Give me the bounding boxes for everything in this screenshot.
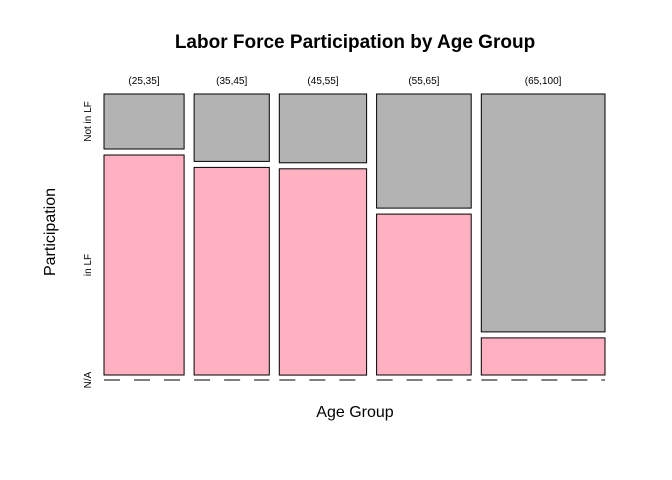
tile-not-in-lf-1 <box>103 93 185 150</box>
x-tick-label: (65,100] <box>525 76 562 87</box>
x-axis-label: Age Group <box>316 404 393 421</box>
tile-not-in-lf-5 <box>480 93 606 333</box>
y-tick-label: in LF <box>83 254 94 276</box>
x-tick-label: (45,55] <box>307 76 338 87</box>
x-tick-label: (35,45] <box>216 76 247 87</box>
y-tick-label: N/A <box>83 371 94 388</box>
tile-in-lf-3 <box>278 168 368 376</box>
tile-not-in-lf-2 <box>193 93 270 162</box>
chart-title: Labor Force Participation by Age Group <box>175 32 535 53</box>
tile-in-lf-2 <box>193 166 270 376</box>
x-tick-label: (25,35] <box>128 76 159 87</box>
y-axis-label: Participation <box>42 188 59 276</box>
chart-marks: (25,35] (35,45] (45,55] (55,65] (65,100] N/A i… <box>83 76 606 388</box>
x-tick-label: (55,65] <box>408 76 439 87</box>
tile-not-in-lf-3 <box>278 93 368 164</box>
tile-in-lf-4 <box>376 213 472 376</box>
y-tick-label: Not in LF <box>83 101 94 142</box>
tile-in-lf-5 <box>480 337 606 376</box>
tile-not-in-lf-4 <box>376 93 472 209</box>
tile-in-lf-1 <box>103 154 185 376</box>
